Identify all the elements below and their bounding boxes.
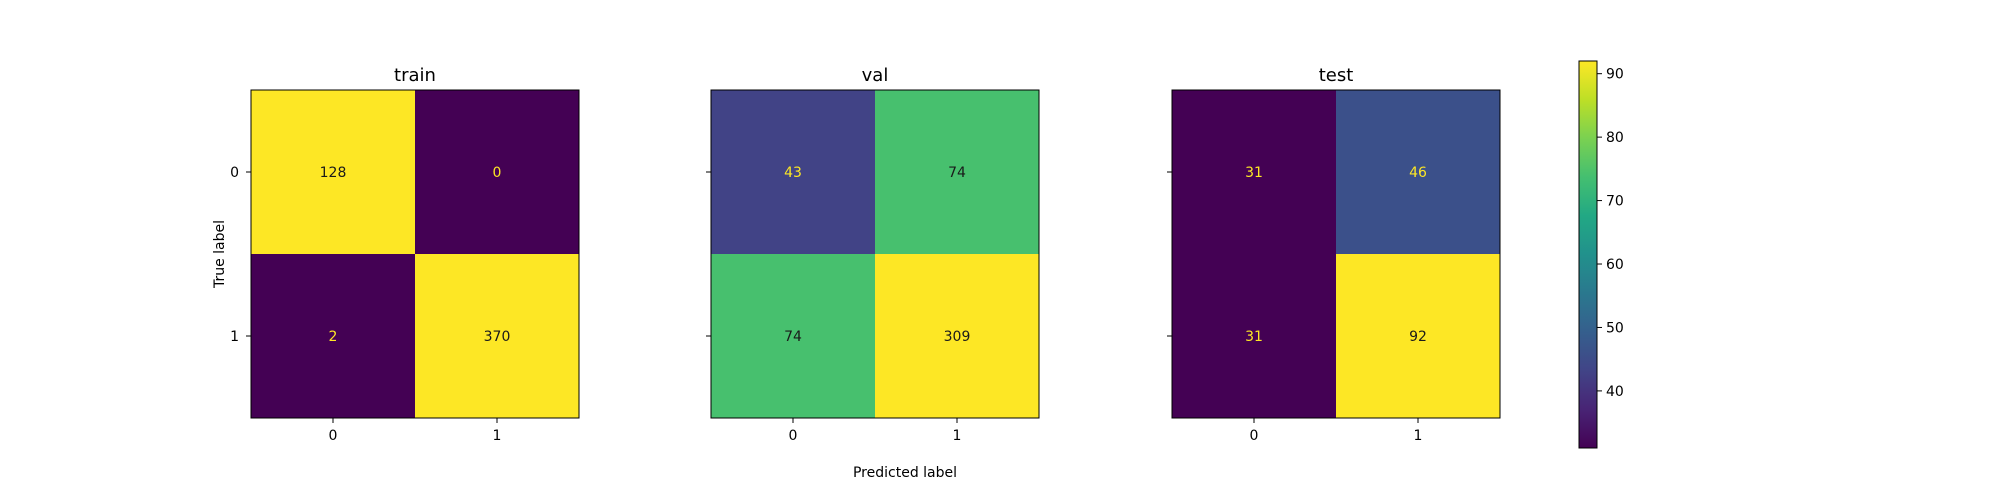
colorbar-tick-label: 60 <box>1606 257 1624 273</box>
x-tick-label: 1 <box>1414 428 1423 444</box>
colorbar-ticks: 40 50 60 70 80 90 <box>1597 67 1624 400</box>
panel-val: 43 74 74 309 val 0 1 <box>706 65 1040 444</box>
cell-val-0-1 <box>875 90 1039 254</box>
cell-train-0-1 <box>415 90 579 254</box>
cell-value-val-0-1: 74 <box>948 165 966 181</box>
x-tick-label: 0 <box>789 428 798 444</box>
cell-value-val-1-1: 309 <box>944 329 971 345</box>
panel-title: test <box>1319 65 1354 86</box>
cell-test-1-0 <box>1172 254 1336 418</box>
cell-test-0-1 <box>1336 90 1500 254</box>
panel-title: train <box>394 65 436 86</box>
cell-train-1-0 <box>251 254 415 418</box>
cell-value-train-1-0: 2 <box>329 329 338 345</box>
panel-train: 128 0 2 370 train 0 1 0 1 <box>230 65 580 444</box>
cell-value-val-0-0: 43 <box>784 165 802 181</box>
cell-value-train-0-0: 128 <box>320 165 347 181</box>
y-tick-label: 1 <box>230 329 239 345</box>
x-tick-label: 0 <box>1250 428 1259 444</box>
panel-title: val <box>862 65 889 86</box>
colorbar-tick-label: 50 <box>1606 320 1624 336</box>
cell-train-0-0 <box>251 90 415 254</box>
colorbar: 40 50 60 70 80 90 <box>1578 60 1624 449</box>
panels-group: 128 0 2 370 train 0 1 0 1 43 74 74 309 val 0 1 31 46 31 92 t… <box>230 65 1501 444</box>
x-axis-label: Predicted label <box>853 465 957 481</box>
colorbar-tick-label: 80 <box>1606 130 1624 146</box>
colorbar-tick-label: 70 <box>1606 194 1624 210</box>
colorbar-tick-label: 90 <box>1606 67 1624 83</box>
panel-frame <box>710 89 1040 419</box>
cell-train-1-1 <box>415 254 579 418</box>
cell-value-test-1-0: 31 <box>1245 329 1263 345</box>
cell-test-1-1 <box>1336 254 1500 418</box>
colorbar-tick-label: 40 <box>1606 384 1624 400</box>
cell-test-0-0 <box>1172 90 1336 254</box>
y-tick-label: 0 <box>230 165 239 181</box>
cell-value-test-0-1: 46 <box>1409 165 1427 181</box>
cell-value-val-1-0: 74 <box>784 329 802 345</box>
x-tick-label: 1 <box>953 428 962 444</box>
cell-value-train-0-1: 0 <box>493 165 502 181</box>
panel-frame <box>1171 89 1501 419</box>
x-tick-label: 0 <box>329 428 338 444</box>
colorbar-gradient <box>1578 60 1598 449</box>
cell-val-1-1 <box>875 254 1039 418</box>
cell-value-test-1-1: 92 <box>1409 329 1427 345</box>
cell-value-test-0-0: 31 <box>1245 165 1263 181</box>
x-tick-label: 1 <box>493 428 502 444</box>
panel-test: 31 46 31 92 test 0 1 <box>1167 65 1501 444</box>
y-axis-label: True label <box>212 220 228 289</box>
cell-val-0-0 <box>711 90 875 254</box>
cell-value-train-1-1: 370 <box>484 329 511 345</box>
panel-frame <box>250 89 580 419</box>
cell-val-1-0 <box>711 254 875 418</box>
